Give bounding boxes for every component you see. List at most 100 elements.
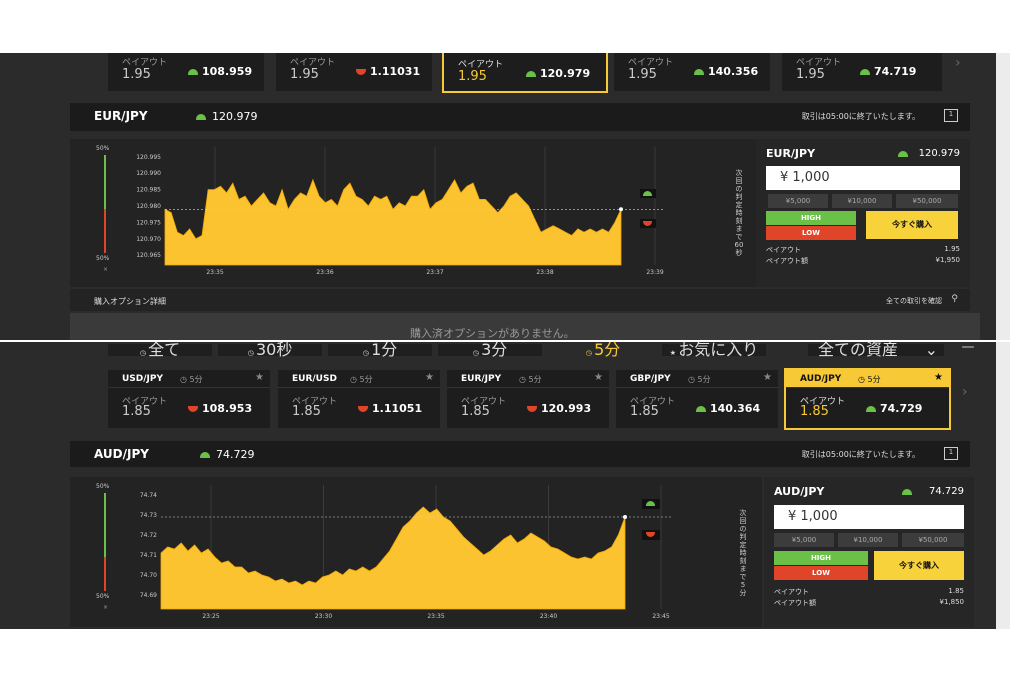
- card-pair: EUR/USD: [292, 374, 337, 384]
- chevron-right-icon[interactable]: ›: [955, 55, 961, 71]
- asset-card-eurusd[interactable]: EUR/USD ◷ 5分 ★ ペイアウト 1.85 1.11051: [278, 370, 440, 428]
- price-area: [160, 506, 626, 610]
- preset-10000-button[interactable]: ¥10,000: [832, 194, 892, 208]
- y-tick-label: 120.990: [136, 170, 161, 177]
- preset-50000-button[interactable]: ¥50,000: [896, 194, 958, 208]
- side-rate: 74.729: [929, 486, 964, 497]
- card-header: USD/JPY ◷ 5分 ★: [108, 370, 270, 388]
- close-icon[interactable]: ×: [103, 266, 109, 273]
- star-icon[interactable]: ★: [425, 372, 434, 383]
- low-label: LOW: [802, 229, 820, 237]
- preset-50000-button[interactable]: ¥50,000: [902, 533, 964, 547]
- up-arrow-icon: [694, 69, 704, 75]
- y-tick-label: 120.970: [136, 236, 161, 243]
- clock-icon: ◷: [139, 349, 149, 357]
- preset-10000-button[interactable]: ¥10,000: [838, 533, 898, 547]
- payout-amount-row: ペイアウト額 ¥1,950: [766, 256, 960, 266]
- card-time: ◷ 5分: [180, 375, 203, 384]
- card-pair: EUR/JPY: [461, 374, 502, 384]
- asset-card-3-selected[interactable]: ペイアウト 1.95 120.979: [442, 53, 608, 93]
- up-arrow-icon: [902, 489, 912, 495]
- star-icon[interactable]: ★: [934, 372, 943, 383]
- buy-now-button[interactable]: 今すぐ購入: [874, 551, 964, 580]
- y-tick-label: 74.71: [140, 552, 157, 559]
- asset-card-eurjpy[interactable]: EUR/JPY ◷ 5分 ★ ペイアウト 1.85 120.993: [447, 370, 609, 428]
- asset-card-4[interactable]: ペイアウト 1.95 140.356: [614, 53, 770, 91]
- payout-value: 1.85: [630, 404, 659, 419]
- asset-card-usdjpy[interactable]: USD/JPY ◷ 5分 ★ ペイアウト 1.85 108.953: [108, 370, 270, 428]
- closing-notice: 取引は05:00に終了いたします。: [801, 450, 920, 459]
- asset-card-gbpjpy[interactable]: GBP/JPY ◷ 5分 ★ ペイアウト 1.85 140.364: [616, 370, 778, 428]
- tab-1min[interactable]: ◷ 1分: [328, 342, 432, 359]
- asset-card-2[interactable]: ペイアウト 1.95 1.11031: [276, 53, 432, 91]
- asset-select[interactable]: 全ての資産 ⌄: [808, 342, 944, 359]
- countdown-char: ま: [735, 225, 743, 233]
- window-icon[interactable]: 1: [944, 447, 958, 460]
- up-arrow-icon: [526, 71, 536, 77]
- x-tick-label: 23:25: [202, 613, 219, 620]
- low-ratio-bar: [104, 557, 106, 591]
- chevron-down-icon: ⌄: [924, 342, 938, 359]
- up-arrow-icon: [860, 69, 870, 75]
- x-tick-label: 23:35: [206, 269, 223, 276]
- low-button[interactable]: LOW: [766, 226, 856, 240]
- amount-input[interactable]: ¥ 1,000: [766, 166, 960, 190]
- countdown-char: 60: [734, 241, 744, 249]
- countdown-char: 次: [735, 169, 743, 177]
- high-percent: 50%: [96, 483, 110, 490]
- tab-3min[interactable]: ◷ 3分: [438, 342, 542, 358]
- countdown-char: 判: [735, 193, 743, 201]
- y-tick-label: 74.74: [140, 492, 157, 499]
- star-icon[interactable]: ★: [594, 372, 603, 383]
- pair-name: EUR/JPY: [94, 109, 148, 123]
- tab-favorites[interactable]: ★ お気に入り: [662, 342, 766, 358]
- preset-5000-button[interactable]: ¥5,000: [768, 194, 828, 208]
- star-icon[interactable]: ★: [255, 372, 264, 383]
- card-time-label: 5分: [528, 375, 542, 384]
- high-button[interactable]: HIGH: [774, 551, 868, 565]
- low-marker: [642, 530, 660, 540]
- view-all-trades-link[interactable]: 全ての取引を確認: [886, 297, 942, 305]
- star-icon[interactable]: ★: [763, 372, 772, 383]
- preset-5000-button[interactable]: ¥5,000: [774, 533, 834, 547]
- low-button[interactable]: LOW: [774, 566, 868, 580]
- scrollbar[interactable]: [996, 342, 1010, 629]
- close-icon[interactable]: ×: [103, 604, 109, 611]
- asset-card-5[interactable]: ペイアウト 1.95 74.719: [782, 53, 942, 91]
- up-arrow-icon: [866, 406, 876, 412]
- minimize-icon[interactable]: [962, 346, 974, 348]
- payout-value: 1.85: [122, 404, 151, 419]
- trade-panel-eurjpy: ペイアウト 1.95 108.959 ペイアウト 1.95 1.11031 ペイ…: [0, 53, 1010, 340]
- card-time: ◷ 5分: [688, 375, 711, 384]
- buy-now-button[interactable]: 今すぐ購入: [866, 211, 958, 239]
- payout-row: ペイアウト 1.85: [774, 587, 964, 597]
- window-icon[interactable]: 1: [944, 109, 958, 122]
- asset-card-audjpy-selected[interactable]: AUD/JPY ◷ 5分 ★ ペイアウト 1.85 74.729: [784, 368, 951, 430]
- payout-value: 1.95: [944, 245, 960, 253]
- search-icon[interactable]: ⚲: [951, 294, 958, 304]
- rate-value: 140.364: [710, 402, 761, 415]
- countdown-char: 時: [739, 549, 747, 557]
- tab-30sec[interactable]: ◷ 30秒: [218, 342, 322, 358]
- tab-all[interactable]: ◷ 全て: [108, 342, 212, 358]
- tab-5min[interactable]: ◷ 5分: [548, 342, 658, 358]
- payout-label: ペイアウト: [630, 397, 676, 407]
- payout-value: 1.85: [948, 587, 964, 595]
- card-time-label: 5分: [867, 375, 881, 384]
- payout-label: ペイアウト: [796, 58, 842, 68]
- high-button[interactable]: HIGH: [766, 211, 856, 225]
- asset-card-1[interactable]: ペイアウト 1.95 108.959: [108, 53, 264, 91]
- amount-input[interactable]: ¥ 1,000: [774, 505, 964, 529]
- chart-area: 50% 50% × 23:35 23:36 23:37 23:38 23:39 120.9…: [70, 139, 756, 287]
- card-header: GBP/JPY ◷ 5分 ★: [616, 370, 778, 388]
- chart-header: EUR/JPY 120.979 取引は05:00に終了いたします。 1: [70, 103, 970, 131]
- payout-amount-row: ペイアウト額 ¥1,850: [774, 598, 964, 608]
- countdown-char: の: [735, 185, 743, 193]
- scrollbar[interactable]: [996, 53, 1010, 340]
- tab-label: 1分: [371, 342, 398, 359]
- chevron-right-icon[interactable]: ›: [962, 384, 968, 400]
- trade-panel-audjpy: ◷ 全て ◷ 30秒 ◷ 1分 ◷ 3分 ◷ 5分 ★ お気に入り 全ての資産 ⌄…: [0, 342, 1010, 629]
- clock-icon: ◷: [585, 349, 595, 357]
- payout-value: 1.85: [461, 404, 490, 419]
- y-tick-label: 74.72: [140, 532, 157, 539]
